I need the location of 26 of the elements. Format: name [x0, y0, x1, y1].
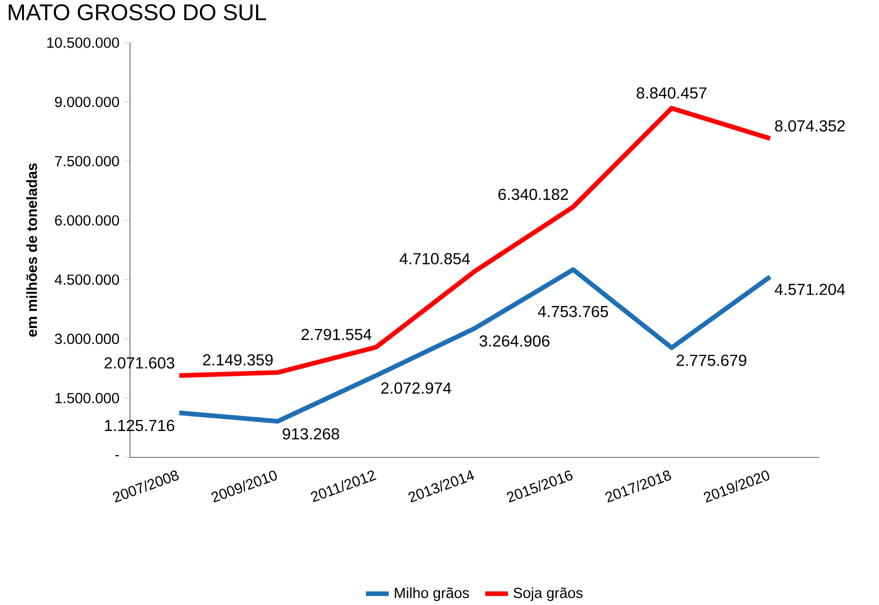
chart-title: MATO GROSSO DO SUL [8, 4, 266, 20]
y-tick-label: 7.500.000 [55, 156, 120, 166]
y-tick-label: 1.500.000 [55, 392, 120, 404]
data-label: 8.840.457 [636, 87, 706, 98]
y-tick-label: 6.000.000 [55, 215, 120, 226]
data-label: 2.775.679 [676, 354, 746, 366]
data-label: 4.571.204 [774, 284, 846, 295]
data-label: 4.753.765 [538, 306, 608, 318]
data-label: 8.074.352 [775, 120, 845, 132]
y-tick-label: 4.500.000 [54, 274, 120, 285]
legend-label: Soja grãos [514, 587, 582, 601]
y-tick-label: 3.000.000 [54, 334, 120, 344]
y-tick-label: - [115, 454, 119, 456]
data-label: 6.340.182 [498, 188, 568, 200]
data-label: 2.071.603 [104, 357, 174, 368]
legend-label: Milho grãos [394, 587, 469, 601]
data-label: 3.264.906 [480, 335, 550, 347]
data-label: 4.710.854 [400, 252, 470, 264]
data-label: 913.268 [282, 428, 340, 440]
data-label: 2.791.554 [302, 328, 372, 340]
data-label: 2.149.359 [203, 354, 273, 366]
y-axis-title: em milhões de toneladas [26, 163, 38, 337]
data-label: 1.125.716 [105, 420, 174, 431]
y-tick-label: 9.000.000 [55, 96, 120, 107]
data-label: 2.072.974 [381, 382, 452, 394]
y-tick-label: 10.500.000 [47, 37, 119, 48]
